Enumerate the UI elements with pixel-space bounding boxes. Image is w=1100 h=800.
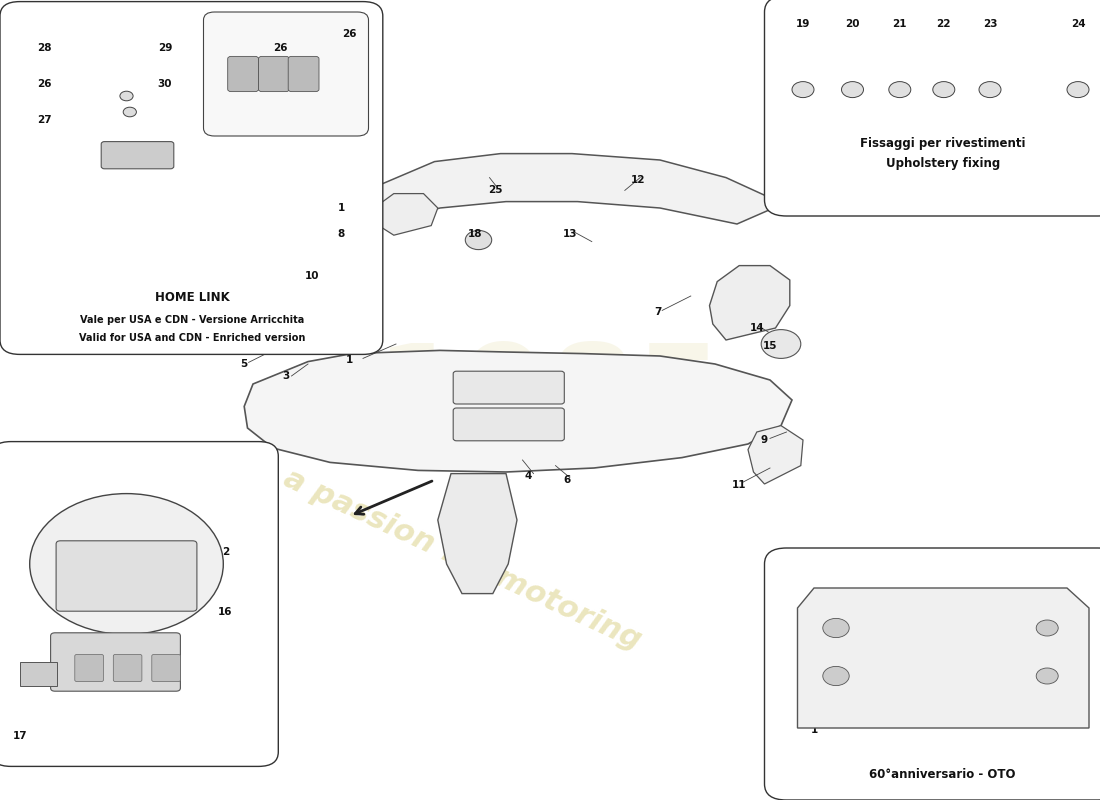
Text: 60°anniversario - OTO: 60°anniversario - OTO (869, 768, 1016, 781)
Text: 25: 25 (487, 186, 503, 195)
FancyBboxPatch shape (288, 56, 319, 92)
Text: 9: 9 (761, 435, 768, 445)
Text: 11: 11 (732, 480, 747, 490)
Text: 30: 30 (157, 79, 173, 89)
FancyBboxPatch shape (101, 142, 174, 169)
Text: HOME LINK: HOME LINK (155, 291, 230, 304)
Text: 5: 5 (241, 359, 248, 369)
Text: Upholstery fixing: Upholstery fixing (886, 158, 1000, 170)
Text: 1: 1 (346, 355, 353, 365)
Circle shape (979, 82, 1001, 98)
Circle shape (123, 107, 136, 117)
FancyBboxPatch shape (453, 408, 564, 441)
FancyBboxPatch shape (113, 654, 142, 682)
Circle shape (1067, 82, 1089, 98)
Text: 26: 26 (273, 43, 288, 53)
Circle shape (120, 91, 133, 101)
Text: 2: 2 (222, 547, 229, 557)
Text: 26: 26 (342, 30, 358, 39)
Text: 15: 15 (762, 341, 778, 350)
Circle shape (1036, 668, 1058, 684)
Circle shape (792, 82, 814, 98)
Text: 4: 4 (525, 471, 531, 481)
Circle shape (823, 666, 849, 686)
Text: Fissaggi per rivestimenti: Fissaggi per rivestimenti (860, 138, 1025, 150)
Polygon shape (748, 426, 803, 484)
Text: 1: 1 (338, 203, 344, 213)
Text: 10: 10 (305, 271, 320, 281)
Text: 27: 27 (36, 115, 52, 125)
Text: 7: 7 (654, 307, 661, 317)
FancyBboxPatch shape (258, 56, 289, 92)
Text: a passion for motoring: a passion for motoring (278, 464, 646, 656)
Circle shape (823, 618, 849, 638)
Polygon shape (361, 154, 770, 224)
Text: 12: 12 (630, 175, 646, 185)
Circle shape (933, 82, 955, 98)
FancyBboxPatch shape (75, 654, 103, 682)
Text: 17: 17 (12, 731, 28, 741)
Polygon shape (376, 194, 438, 235)
Text: 23: 23 (982, 19, 998, 29)
Text: 13: 13 (562, 229, 578, 238)
Text: 6: 6 (563, 475, 570, 485)
Text: 14: 14 (749, 323, 764, 333)
Circle shape (30, 494, 223, 634)
Text: 28: 28 (36, 43, 52, 53)
Circle shape (842, 82, 864, 98)
Text: 16: 16 (218, 607, 233, 617)
Text: 22: 22 (936, 19, 952, 29)
FancyBboxPatch shape (453, 371, 564, 404)
Polygon shape (438, 474, 517, 594)
Polygon shape (244, 350, 792, 472)
Circle shape (889, 82, 911, 98)
Text: 1985: 1985 (376, 339, 724, 461)
Circle shape (465, 230, 492, 250)
Text: 19: 19 (795, 19, 811, 29)
Polygon shape (248, 190, 348, 280)
Text: 20: 20 (845, 19, 860, 29)
Text: 21: 21 (892, 19, 907, 29)
FancyBboxPatch shape (20, 662, 57, 686)
FancyBboxPatch shape (204, 12, 368, 136)
FancyBboxPatch shape (764, 548, 1100, 800)
FancyBboxPatch shape (228, 56, 258, 92)
Circle shape (1036, 620, 1058, 636)
Text: Valid for USA and CDN - Enriched version: Valid for USA and CDN - Enriched version (79, 333, 306, 342)
FancyBboxPatch shape (0, 2, 383, 354)
Text: 3: 3 (283, 371, 289, 381)
FancyBboxPatch shape (56, 541, 197, 611)
Polygon shape (798, 588, 1089, 728)
Text: 24: 24 (1070, 19, 1086, 29)
Text: Vale per USA e CDN - Versione Arricchita: Vale per USA e CDN - Versione Arricchita (80, 315, 305, 325)
FancyBboxPatch shape (764, 0, 1100, 216)
Polygon shape (710, 266, 790, 340)
FancyBboxPatch shape (51, 633, 180, 691)
Text: 8: 8 (338, 229, 344, 238)
Text: 1: 1 (811, 725, 817, 734)
Text: 29: 29 (157, 43, 173, 53)
FancyBboxPatch shape (0, 442, 278, 766)
FancyBboxPatch shape (152, 654, 180, 682)
Text: 26: 26 (36, 79, 52, 89)
Text: 18: 18 (468, 229, 483, 238)
Circle shape (761, 330, 801, 358)
